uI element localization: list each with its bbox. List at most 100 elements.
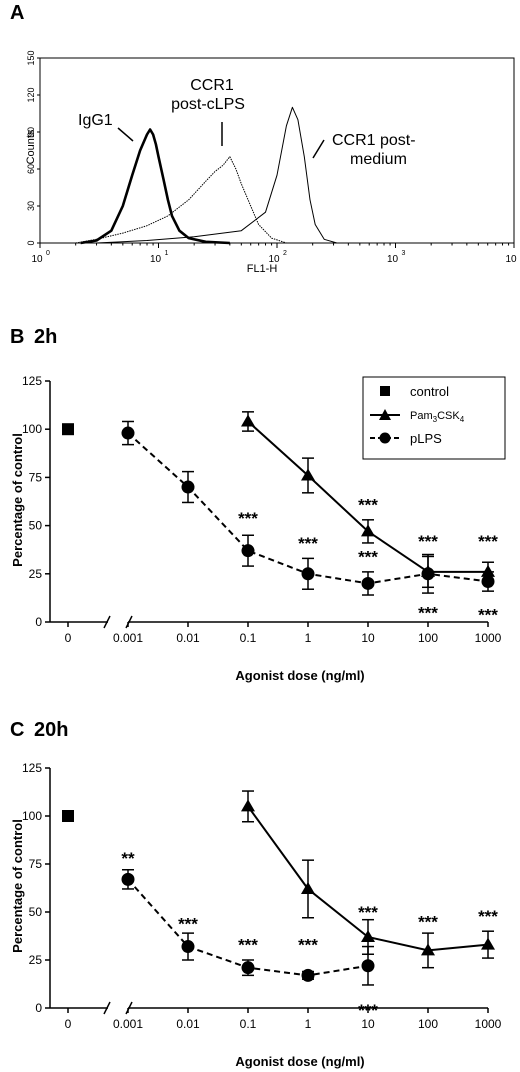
c-significance-marker: ***	[418, 913, 438, 932]
b-pam3csk4-point	[361, 524, 375, 537]
b-significance-marker: ***	[478, 605, 498, 624]
b-significance-marker: ***	[298, 534, 318, 553]
annotation-igg1: IgG1	[78, 112, 113, 129]
a-x-tick-label: 10	[387, 254, 399, 265]
c-significance-marker: ***	[238, 936, 258, 955]
panel-c-axes: 0 25 50 75 100 125 0 0.001 0.01 0.1 1 10 100 1000	[22, 761, 502, 1031]
c-plps-point	[361, 959, 375, 973]
b-y-tick-label: 100	[22, 422, 42, 436]
legend: control Pam3CSK4 pLPS	[362, 376, 506, 460]
b-x-tick-label: 1000	[475, 631, 502, 645]
annotation-post-clps: post-cLPS	[171, 96, 245, 113]
panel-c-letter: C	[10, 719, 24, 741]
b-y-tick-label: 75	[29, 470, 43, 484]
b-significance-marker: ***	[358, 495, 378, 514]
c-pam3csk4-point	[361, 929, 375, 942]
c-significance-marker: ***	[358, 1001, 378, 1020]
a-y-tick-label: 60	[26, 164, 36, 174]
c-pam3csk4-point	[301, 881, 315, 894]
b-plps-point	[361, 576, 375, 590]
c-x-tick-label: 0.1	[240, 1017, 257, 1031]
annotation-medium: medium	[350, 151, 407, 168]
b-plps-point	[301, 567, 315, 581]
a-y-tick-label: 90	[26, 127, 36, 137]
b-significance-marker: ***	[418, 532, 438, 551]
annotation-ccr1-post: CCR1 post-	[332, 132, 416, 149]
c-significance-marker: ***	[478, 907, 498, 926]
panel-b-y-axis-label: Percentage of control	[10, 433, 25, 567]
a-x-tick-label: 10	[505, 254, 517, 265]
panel-a-y-axis: 0 30 60 90 120 150	[26, 50, 40, 246]
c-significance-marker: **	[121, 849, 135, 868]
b-x-tick-label: 10	[361, 631, 375, 645]
panel-c-y-axis-label: Percentage of control	[10, 819, 25, 953]
b-x-tick-label: 0.001	[113, 631, 143, 645]
b-significance-marker: ***	[238, 509, 258, 528]
a-y-tick-label: 0	[26, 240, 36, 245]
a-x-tick-exponent: 2	[283, 250, 287, 257]
c-y-tick-label: 75	[29, 857, 43, 871]
panel-b-letter: B	[10, 326, 24, 348]
panel-a-y-axis-label: Counts	[25, 129, 37, 164]
a-y-tick-label: 120	[26, 87, 36, 102]
legend-pam-part2: CSK	[437, 410, 460, 422]
a-x-tick-exponent: 0	[46, 250, 50, 257]
a-x-tick-exponent: 1	[165, 250, 169, 257]
b-pam3csk4-point	[241, 414, 255, 427]
c-control-point	[62, 810, 74, 822]
legend-pam-sub2: 4	[460, 415, 465, 424]
b-significance-marker: ***	[478, 532, 498, 551]
b-axis-break-left	[103, 615, 111, 629]
a-y-tick-label: 30	[26, 201, 36, 211]
c-plps-point	[241, 961, 255, 975]
legend-pam-part1: Pam	[410, 410, 433, 422]
panel-a-x-axis-label: FL1-H	[247, 263, 278, 275]
c-axis-break-right	[125, 1001, 133, 1015]
c-plps-point	[121, 872, 135, 886]
c-x-tick-label: 1000	[475, 1017, 502, 1031]
c-y-tick-label: 0	[35, 1001, 42, 1015]
b-plps-point	[121, 426, 135, 440]
c-x-tick-label: 10	[361, 1017, 375, 1031]
annotation-igg1-pointer	[117, 127, 134, 142]
c-x-tick-label: 0	[65, 1017, 72, 1031]
legend-plps-label: pLPS	[410, 431, 442, 446]
b-x-tick-label: 1	[305, 631, 312, 645]
annotation-ccr1-post-medium-pointer	[312, 139, 325, 159]
c-y-tick-label: 125	[22, 761, 42, 775]
a-y-tick-label: 150	[26, 50, 36, 65]
b-significance-marker: ***	[418, 603, 438, 622]
a-x-tick-label: 10	[31, 254, 43, 265]
b-y-tick-label: 50	[29, 519, 43, 533]
panel-b-title: 2h	[34, 326, 57, 348]
c-x-tick-label: 0.001	[113, 1017, 143, 1031]
b-axis-break-right	[125, 615, 133, 629]
panel-c-title: 20h	[34, 719, 68, 741]
c-plps-point	[301, 968, 315, 982]
panel-a-letter: A	[10, 2, 24, 24]
a-x-tick-label: 10	[268, 254, 280, 265]
b-pam3csk4-point	[481, 564, 495, 577]
c-pam3csk4-point	[481, 937, 495, 950]
b-plps-point	[181, 480, 195, 494]
c-y-tick-label: 25	[29, 953, 43, 967]
b-y-tick-label: 0	[35, 615, 42, 629]
c-axis-break-left	[103, 1001, 111, 1015]
b-pam3csk4-point	[301, 468, 315, 481]
c-significance-marker: ***	[358, 903, 378, 922]
panel-a-frame	[39, 57, 515, 244]
panel-b: B 2h 0 25 50 75 100 125 0 0.001 0.01 0.1 1 10 100 100…	[10, 326, 506, 683]
c-pam3csk4-point	[241, 799, 255, 812]
c-significance-marker: ***	[178, 915, 198, 934]
b-y-tick-label: 25	[29, 567, 43, 581]
c-y-tick-label: 100	[22, 809, 42, 823]
legend-pam-sub1: 3	[433, 415, 438, 424]
b-control-point	[62, 423, 74, 436]
histogram-ccr1-post-medium	[96, 106, 338, 244]
b-plps-point	[421, 567, 435, 581]
c-plps-point	[181, 940, 195, 954]
a-x-tick-label: 10	[150, 254, 162, 265]
b-x-tick-label: 0	[65, 631, 72, 645]
legend-control-marker	[380, 386, 390, 396]
